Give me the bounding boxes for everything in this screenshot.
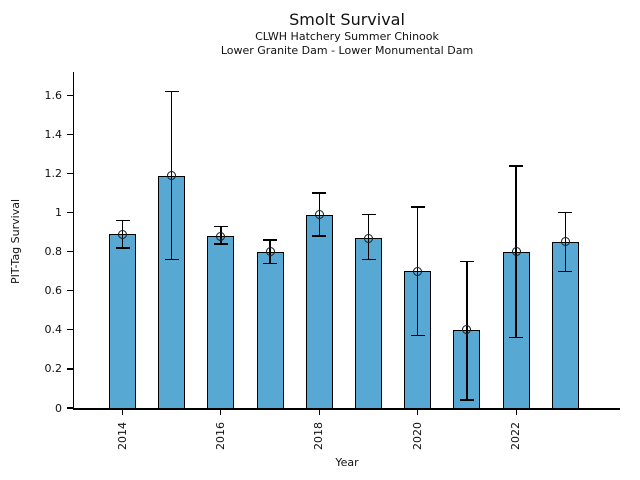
data-point-marker-2022 [511,247,521,257]
y-tick-mark [66,329,73,331]
y-tick-mark [66,251,73,253]
y-tick-mark [66,133,73,136]
bar-2019 [355,238,382,409]
x-tick-mark [417,409,419,415]
y-tick-label: 1.4 [44,128,63,141]
error-bar-cap-bottom [361,258,376,261]
bar-2014 [109,234,136,409]
data-point-marker-2018 [314,210,324,220]
y-tick-label: 1.6 [44,88,63,102]
error-bar-cap-top [213,225,228,228]
error-bar-cap-bottom [263,262,278,265]
error-bar-cap-bottom [509,336,524,339]
data-point-marker-2019 [364,233,373,243]
bar-2017 [256,251,284,409]
x-axis-spine [72,408,620,410]
y-tick-mark [66,368,73,370]
y-tick-mark [66,290,73,292]
x-tick-label: 2016 [213,422,227,450]
error-bar-cap-top [509,165,524,167]
y-tick-mark [66,212,73,214]
bar-2018 [305,214,333,409]
error-bar-cap-bottom [558,270,573,272]
y-tick-label: 1 [55,206,62,220]
error-bar-cap-bottom [213,243,228,245]
error-bar-cap-bottom [164,258,179,261]
error-bar-cap-bottom [459,399,474,401]
error-bar-cap-top [558,211,573,214]
chart-header: Smolt Survival CLWH Hatchery Summer Chin… [74,9,620,58]
x-tick-label: 2022 [509,422,523,450]
x-tick-label: 2014 [115,422,129,450]
error-bar-cap-top [115,219,130,222]
error-bar-cap-bottom [115,247,130,249]
chart-subtitle-line-1: CLWH Hatchery Summer Chinook [255,30,439,43]
data-point-marker-2017 [265,247,275,257]
x-tick-label: 2018 [312,422,326,450]
y-tick-mark [66,172,73,175]
y-tick-mark [66,407,73,409]
y-tick-mark [66,94,73,97]
x-tick-mark [318,409,320,415]
y-tick-label: 1.2 [44,167,63,181]
y-tick-label: 0 [55,401,62,415]
error-bar-cap-top [263,239,278,241]
error-bar-cap-bottom [410,334,425,337]
x-tick-mark [515,409,517,415]
error-bar-cap-top [312,192,327,194]
y-tick-label: 0.8 [44,245,63,259]
error-bar-cap-top [361,213,376,216]
y-tick-label: 0.4 [44,323,63,337]
error-bar-cap-top [410,206,425,208]
data-point-marker-2023 [560,237,570,247]
data-point-marker-2015 [167,171,177,181]
chart-title: Smolt Survival [289,10,405,29]
y-tick-label: 0.2 [44,362,63,376]
error-bar-cap-top [164,90,179,93]
data-point-marker-2016 [216,231,226,241]
error-bar-cap-top [459,260,474,263]
x-tick-mark [121,409,124,415]
x-axis-label: Year [335,456,359,469]
chart-subtitle-line-2: Lower Granite Dam - Lower Monumental Dam [220,44,474,57]
x-tick-label: 2020 [410,422,424,450]
error-bar-cap-bottom [312,235,327,237]
data-point-marker-2020 [413,266,423,276]
data-point-marker-2021 [462,325,472,335]
y-tick-label: 0.6 [44,284,63,298]
bar-2016 [207,236,235,409]
x-tick-mark [220,409,222,415]
y-axis-spine [72,72,74,410]
data-point-marker-2014 [118,229,127,239]
